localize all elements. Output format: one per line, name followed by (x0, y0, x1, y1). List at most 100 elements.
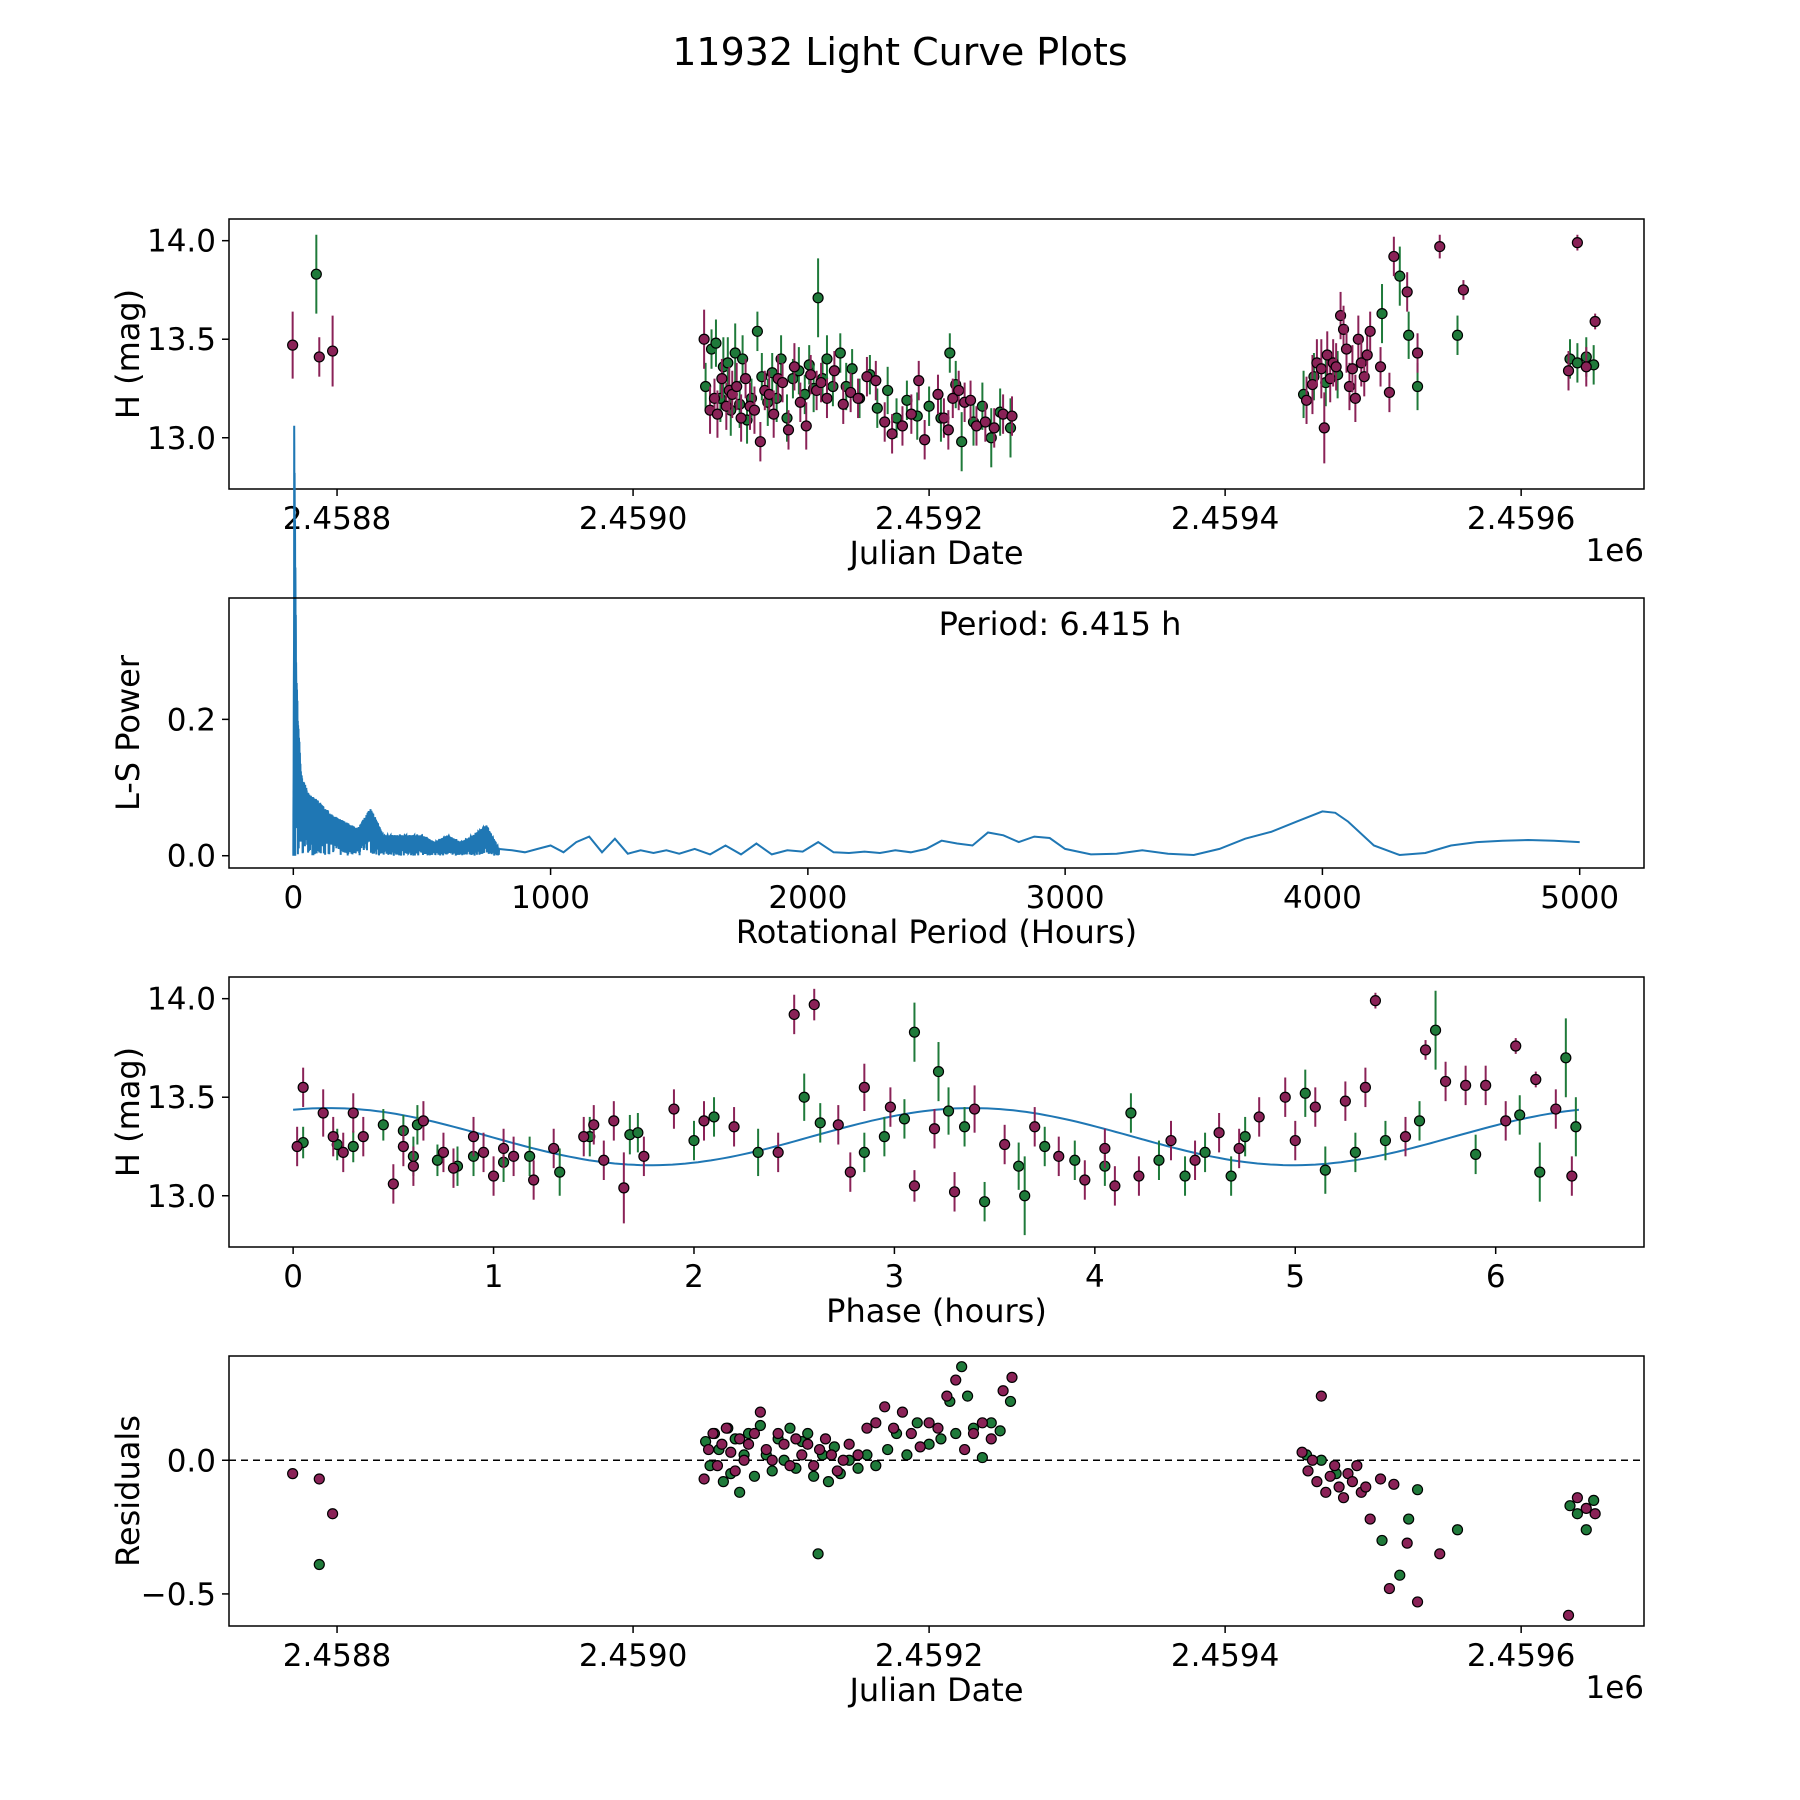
data-point (297, 1081, 309, 1093)
data-point (822, 1476, 835, 1488)
data-point (905, 408, 917, 420)
data-point (1588, 1494, 1600, 1506)
x-axis-label: Julian Date (847, 534, 1023, 572)
y-axis-label: Residuals (109, 1415, 147, 1567)
data-point (944, 347, 956, 359)
data-point (1296, 1446, 1308, 1458)
data-point (317, 1107, 329, 1119)
data-point (1279, 1091, 1291, 1103)
data-point (1388, 1478, 1400, 1490)
data-point (802, 1438, 814, 1450)
data-point (528, 1174, 540, 1186)
data-point (1562, 365, 1575, 377)
data-point (790, 1433, 802, 1445)
data-point (731, 380, 743, 393)
data-point (548, 1142, 560, 1155)
data-point (1069, 1154, 1081, 1166)
data-point (447, 1162, 460, 1174)
data-point (815, 376, 827, 389)
data-point (1434, 240, 1446, 253)
data-point (1346, 1476, 1359, 1488)
data-point (1340, 343, 1353, 355)
data-point (794, 396, 806, 408)
data-point (821, 353, 833, 365)
data-point (1315, 363, 1327, 375)
data-point (776, 376, 789, 389)
data-point (812, 292, 824, 304)
y-tick-label: 13.0 (147, 1179, 216, 1215)
data-point (778, 1438, 790, 1450)
data-point (852, 392, 864, 404)
period-annotation: Period: 6.415 h (939, 605, 1182, 643)
data-point (1403, 329, 1415, 341)
data-point (716, 1438, 728, 1450)
data-point (739, 373, 752, 385)
data-point (357, 1131, 369, 1143)
data-point (554, 1166, 566, 1178)
data-point (377, 1119, 389, 1131)
data-point (698, 1115, 710, 1127)
data-point (752, 1146, 764, 1159)
x-tick-label: 0 (283, 1259, 303, 1295)
data-point (800, 420, 812, 432)
data-point (784, 1422, 796, 1434)
data-point (707, 1427, 719, 1440)
x-tick-label: 3000 (1026, 880, 1105, 916)
plot-frame (228, 597, 1645, 869)
periodogram-panel: Period: 6.415 h 0 1000 2000 3000 4000 5000 0.0 0… (109, 425, 1645, 951)
y-tick-label: 13.5 (147, 1080, 216, 1116)
data-point (1411, 380, 1424, 393)
periodogram-line (292, 425, 1580, 857)
data-point (898, 1113, 911, 1125)
x-tick-label: 2.4594 (1171, 501, 1279, 537)
data-point (1330, 361, 1342, 373)
data-point (813, 1443, 826, 1456)
data-point (950, 1427, 962, 1440)
data-point (985, 1433, 997, 1445)
data-point (884, 1101, 897, 1113)
data-point (879, 416, 891, 428)
data-point (437, 1146, 450, 1159)
data-point (1189, 1154, 1201, 1166)
plot-frame (228, 218, 1645, 490)
y-axis-label: L-S Power (109, 654, 147, 811)
data-point (1079, 1174, 1091, 1186)
data-point (887, 1422, 900, 1434)
data-point (808, 1460, 820, 1472)
data-point (935, 1433, 947, 1445)
data-point (497, 1142, 510, 1155)
x-tick-label: 2.4588 (283, 1638, 391, 1674)
data-point (313, 351, 325, 363)
data-point (1470, 1148, 1482, 1160)
data-point (1299, 1087, 1311, 1099)
data-point (845, 386, 857, 399)
data-point (754, 1406, 766, 1418)
data-point (1401, 1537, 1413, 1549)
data-point (858, 1081, 870, 1093)
data-point (976, 1451, 988, 1464)
y-tick-label: 13.0 (147, 421, 216, 457)
data-point (1580, 361, 1592, 373)
data-point (1376, 1534, 1388, 1547)
data-point (417, 1115, 430, 1127)
data-point (819, 1433, 832, 1445)
data-point (948, 1186, 961, 1198)
data-point (923, 400, 935, 412)
data-point (1562, 1609, 1575, 1621)
data-point (337, 1146, 349, 1159)
data-point (1560, 1052, 1572, 1064)
data-point (1346, 363, 1359, 375)
data-point (1403, 1513, 1415, 1525)
data-point (979, 1196, 991, 1208)
data-point (1510, 1040, 1522, 1052)
data-point (728, 1121, 740, 1133)
data-point (1315, 1390, 1327, 1402)
data-point (766, 1454, 778, 1466)
data-point (1530, 1073, 1542, 1086)
data-point (347, 1107, 359, 1119)
data-point (725, 1446, 737, 1458)
data-point (958, 1121, 971, 1133)
x-axis-label: Phase (hours) (826, 1292, 1047, 1330)
data-point (1318, 422, 1330, 434)
